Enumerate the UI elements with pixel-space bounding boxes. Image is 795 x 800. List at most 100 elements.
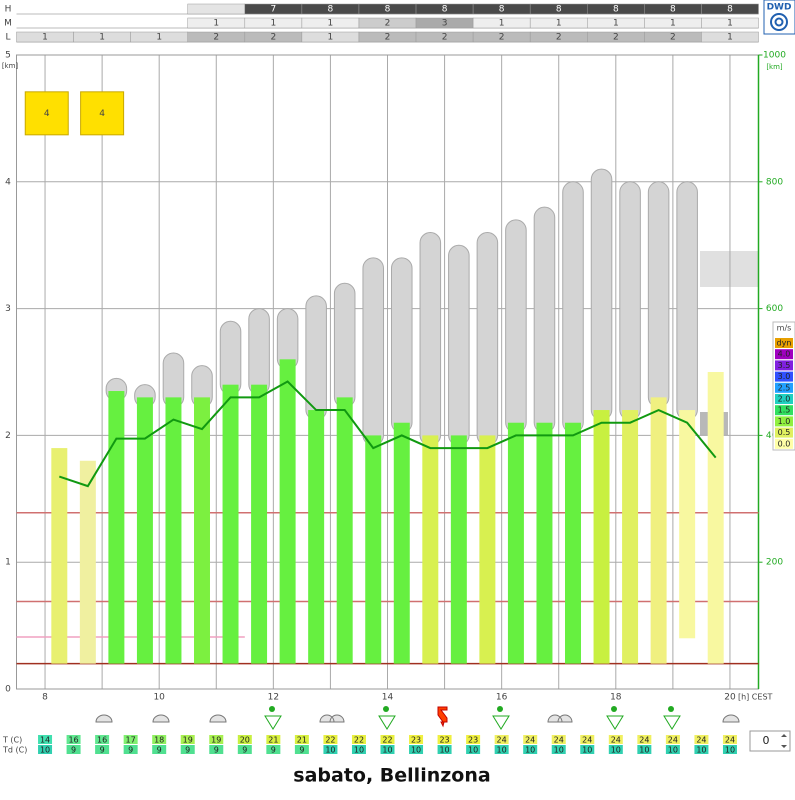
humidity-bar xyxy=(479,435,496,664)
dewpoint-value: 10 xyxy=(411,746,421,755)
logo-swirl xyxy=(774,17,784,27)
logo-swirl xyxy=(770,13,788,31)
humidity-bar xyxy=(308,410,325,664)
cloud-cover-label: 1 xyxy=(556,19,562,29)
cloud-column xyxy=(448,244,470,446)
legend-label: 0.0 xyxy=(778,439,791,448)
spinner-arrows[interactable] xyxy=(781,734,787,748)
row-label: Td (C) xyxy=(2,746,27,755)
y-tick-label: 5 xyxy=(5,51,11,61)
annotation-label: 4 xyxy=(44,109,50,119)
cloud-cover-label: 2 xyxy=(442,33,448,43)
y-tick-label: 1 xyxy=(5,558,11,568)
dewpoint-value: 9 xyxy=(71,746,76,755)
shower-icon xyxy=(492,715,510,730)
cloud-column xyxy=(533,206,556,434)
dewpoint-cell xyxy=(237,745,252,754)
dewpoint-cell xyxy=(323,745,338,754)
legend-swatch xyxy=(775,394,793,404)
temp-cell xyxy=(266,735,281,744)
row-label: H xyxy=(5,5,12,15)
cloud-column xyxy=(562,181,584,434)
cloud-cover-label: 2 xyxy=(613,33,619,43)
dewpoint-cell xyxy=(66,745,81,754)
cloud-cover-label: 1 xyxy=(727,33,733,43)
humidity-bar xyxy=(393,422,410,664)
temp-cell xyxy=(66,735,81,744)
humidity-bar xyxy=(279,359,296,664)
temp-value: 24 xyxy=(554,736,564,745)
cloud-cover-label: 2 xyxy=(556,33,562,43)
cloud-column xyxy=(476,232,499,446)
y-tick-label: 2 xyxy=(5,431,11,441)
dewpoint-value: 10 xyxy=(725,746,735,755)
cloud-cover-label: 7 xyxy=(270,5,276,15)
spinner-value: 0 xyxy=(763,734,770,747)
logo-box xyxy=(763,0,795,35)
spinner[interactable]: 0 xyxy=(749,730,791,752)
temp-value: 24 xyxy=(497,736,507,745)
cloud-column xyxy=(676,181,698,421)
x-tick-label: 8 xyxy=(42,693,48,703)
temp-value: 24 xyxy=(696,736,706,745)
temp-value: 23 xyxy=(439,736,449,745)
humidity-bar xyxy=(622,410,639,664)
cloud-cover-cell xyxy=(701,3,759,15)
y2-unit: [km] xyxy=(766,63,783,71)
legend-label: 2.0 xyxy=(778,395,791,404)
shower-dot xyxy=(668,706,674,712)
dewpoint-cell xyxy=(694,745,709,754)
dewpoint-value: 10 xyxy=(668,746,678,755)
humidity-bar xyxy=(536,422,553,664)
cloud-column xyxy=(333,282,356,408)
logo: DWD xyxy=(763,0,795,35)
legend-label: 2.5 xyxy=(778,383,791,392)
legend-swatch xyxy=(775,338,793,348)
humidity-bar xyxy=(222,384,239,664)
temp-cell xyxy=(123,735,138,744)
cloud-icon xyxy=(722,714,740,723)
y-tick-label: 0 xyxy=(5,685,11,695)
temp-value: 16 xyxy=(97,736,107,745)
cloud-cover-label: 8 xyxy=(328,5,334,15)
humidity-bar xyxy=(108,391,125,664)
legend-swatch xyxy=(775,349,793,360)
dewpoint-value: 10 xyxy=(554,746,564,755)
cloud-cover-cell xyxy=(701,31,759,43)
legend-label: 1.5 xyxy=(778,406,791,415)
cloud-icon xyxy=(209,714,227,723)
dewpoint-value: 10 xyxy=(639,746,649,755)
temp-cell xyxy=(494,735,509,744)
y2-tick-label: 800 xyxy=(766,177,783,187)
dewpoint-value: 9 xyxy=(242,746,247,755)
dewpoint-cell xyxy=(637,745,652,754)
cloud-column xyxy=(619,181,641,421)
spinner-box[interactable] xyxy=(749,730,791,752)
dewpoint-cell xyxy=(437,745,452,754)
cloud-cover-label: 8 xyxy=(727,5,733,15)
cloud-cover-label: 8 xyxy=(613,5,619,15)
y2-tick-label: 1000 xyxy=(763,51,786,61)
y2-tick-label: 600 xyxy=(766,304,783,314)
dewpoint-value: 9 xyxy=(157,746,162,755)
cloud-column xyxy=(219,320,242,396)
temp-cell xyxy=(380,735,395,744)
temp-value: 20 xyxy=(240,736,250,745)
shower-dot xyxy=(611,706,617,712)
shower-icon xyxy=(378,715,396,730)
dewpoint-value: 10 xyxy=(354,746,364,755)
temp-value: 24 xyxy=(582,736,592,745)
x-tick-label: 18 xyxy=(610,693,622,703)
cloud-cover-label: 1 xyxy=(328,33,334,43)
humidity-bar xyxy=(650,397,667,664)
dewpoint-value: 9 xyxy=(100,746,105,755)
weather-symbols xyxy=(95,706,740,730)
temp-value: 22 xyxy=(325,736,335,745)
dewpoint-cell xyxy=(380,745,395,754)
cloud-column xyxy=(305,295,327,421)
legend-swatch xyxy=(775,405,793,416)
humidity-bar xyxy=(365,435,382,664)
dewpoint-value: 10 xyxy=(439,746,449,755)
cloud-cover-label: 1 xyxy=(613,19,619,29)
temp-value: 24 xyxy=(725,736,735,745)
